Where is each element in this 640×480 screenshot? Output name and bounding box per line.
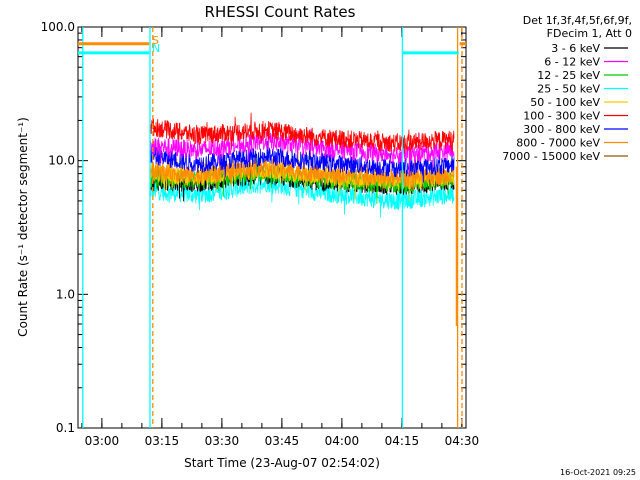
plot-area: 0.1 1.0 10.0 100.0 03:00 03:15 03:30 03:45 04:00… (41, 20, 480, 448)
x-axis-label: Start Time (23-Aug-07 02:54:02) (184, 456, 380, 470)
legend-entry-label: 300 - 800 keV (523, 123, 600, 136)
y-tick-label: 10.0 (48, 154, 75, 168)
y-tick-label: 0.1 (56, 421, 75, 435)
x-tick-label: 04:30 (445, 434, 480, 448)
series-line-100to300keV (149, 112, 455, 154)
x-tick-label: 03:30 (205, 434, 240, 448)
x-tick-label: 04:15 (385, 434, 420, 448)
x-tick-label: 03:45 (265, 434, 300, 448)
legend-entry-label: 800 - 7000 keV (516, 137, 600, 150)
legend: Det 1f,3f,4f,5f,6f,9f, FDecim 1, Att 0 3… (502, 14, 632, 163)
legend-entry-label: 100 - 300 keV (523, 110, 600, 123)
x-tick-label: 03:15 (145, 434, 180, 448)
chart-title: RHESSI Count Rates (205, 3, 356, 21)
legend-entry-label: 6 - 12 keV (544, 56, 600, 69)
legend-header-line1: Det 1f,3f,4f,5f,6f,9f, (523, 14, 632, 27)
x-tick-label: 04:00 (325, 434, 360, 448)
y-tick-label: 1.0 (56, 287, 75, 301)
series-line-300to800keV (149, 141, 455, 183)
legend-header-line2: FDecim 1, Att 0 (547, 27, 632, 40)
legend-entry-label: 12 - 25 keV (537, 69, 600, 82)
legend-entry-label: 25 - 50 keV (537, 83, 600, 96)
series-line-800to7000keV (149, 151, 455, 191)
x-tick-label: 03:00 (85, 434, 120, 448)
legend-entry-label: 3 - 6 keV (551, 42, 600, 55)
annotation-n: N (152, 42, 160, 55)
annotation-s: S (152, 34, 159, 47)
plot-frame (77, 26, 467, 429)
legend-entry-label: 7000 - 15000 keV (502, 150, 600, 163)
y-axis-label: Count Rate (s⁻¹ detector segment⁻¹) (16, 117, 30, 337)
legend-entry-label: 50 - 100 keV (530, 96, 600, 109)
y-tick-label: 100.0 (41, 20, 75, 34)
timestamp: 16-Oct-2021 09:25 (560, 468, 636, 477)
